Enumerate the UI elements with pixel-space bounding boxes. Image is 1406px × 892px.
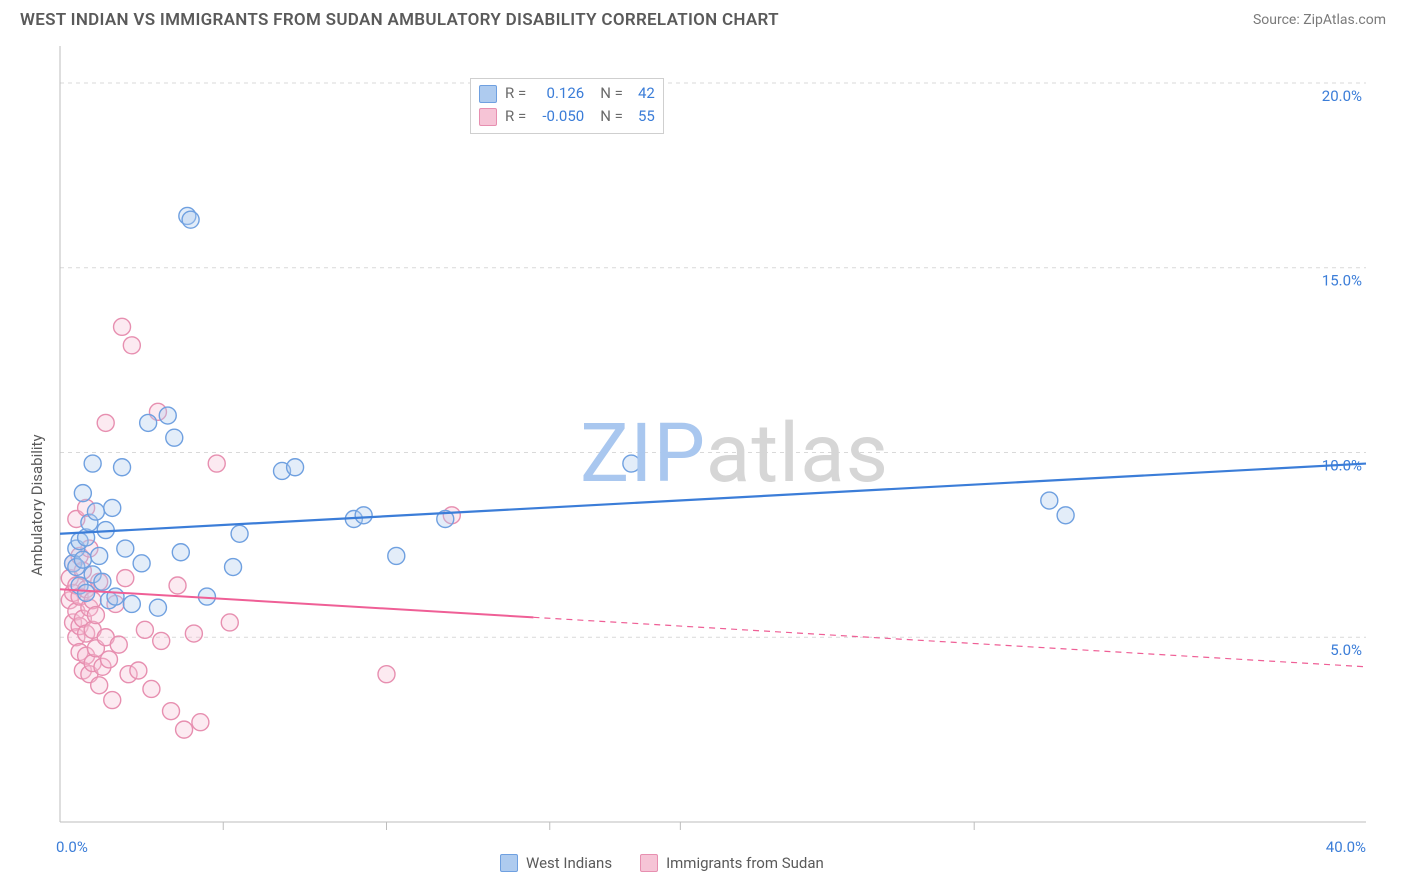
legend-item: Immigrants from Sudan [640, 854, 824, 872]
y-axis-label: Ambulatory Disability [28, 434, 46, 576]
chart-header: WEST INDIAN VS IMMIGRANTS FROM SUDAN AMB… [0, 0, 1406, 36]
legend-item: West Indians [500, 854, 612, 872]
legend-swatch [640, 854, 658, 872]
svg-text:0.0%: 0.0% [56, 838, 88, 856]
series-swatch [479, 85, 497, 103]
stat-r-value: -0.050 [532, 105, 584, 128]
stat-n-label: N = [600, 82, 623, 105]
svg-text:15.0%: 15.0% [1322, 272, 1362, 290]
legend-swatch [500, 854, 518, 872]
series-legend: West Indians Immigrants from Sudan [500, 854, 824, 872]
stat-r-value: 0.126 [532, 82, 584, 105]
stat-r-label: R = [505, 105, 526, 128]
legend-label: Immigrants from Sudan [666, 854, 824, 872]
scatter-chart-svg: 5.0%10.0%15.0%20.0%0.0%40.0% [20, 36, 1386, 856]
chart-area: Ambulatory Disability ZIPatlas 5.0%10.0%… [20, 36, 1386, 856]
source-attribution: Source: ZipAtlas.com [1253, 12, 1386, 28]
svg-text:20.0%: 20.0% [1322, 87, 1362, 105]
stat-r-label: R = [505, 82, 526, 105]
legend-label: West Indians [526, 854, 612, 872]
stats-row: R = 0.126 N = 42 [479, 82, 655, 105]
stat-n-value: 55 [629, 105, 655, 128]
correlation-stats-box: R = 0.126 N = 42 R = -0.050 N = 55 [470, 78, 664, 134]
stat-n-label: N = [600, 105, 623, 128]
stat-n-value: 42 [629, 82, 655, 105]
svg-text:40.0%: 40.0% [1326, 838, 1366, 856]
series-swatch [479, 108, 497, 126]
chart-title: WEST INDIAN VS IMMIGRANTS FROM SUDAN AMB… [20, 10, 779, 30]
stats-row: R = -0.050 N = 55 [479, 105, 655, 128]
svg-text:5.0%: 5.0% [1330, 641, 1362, 659]
